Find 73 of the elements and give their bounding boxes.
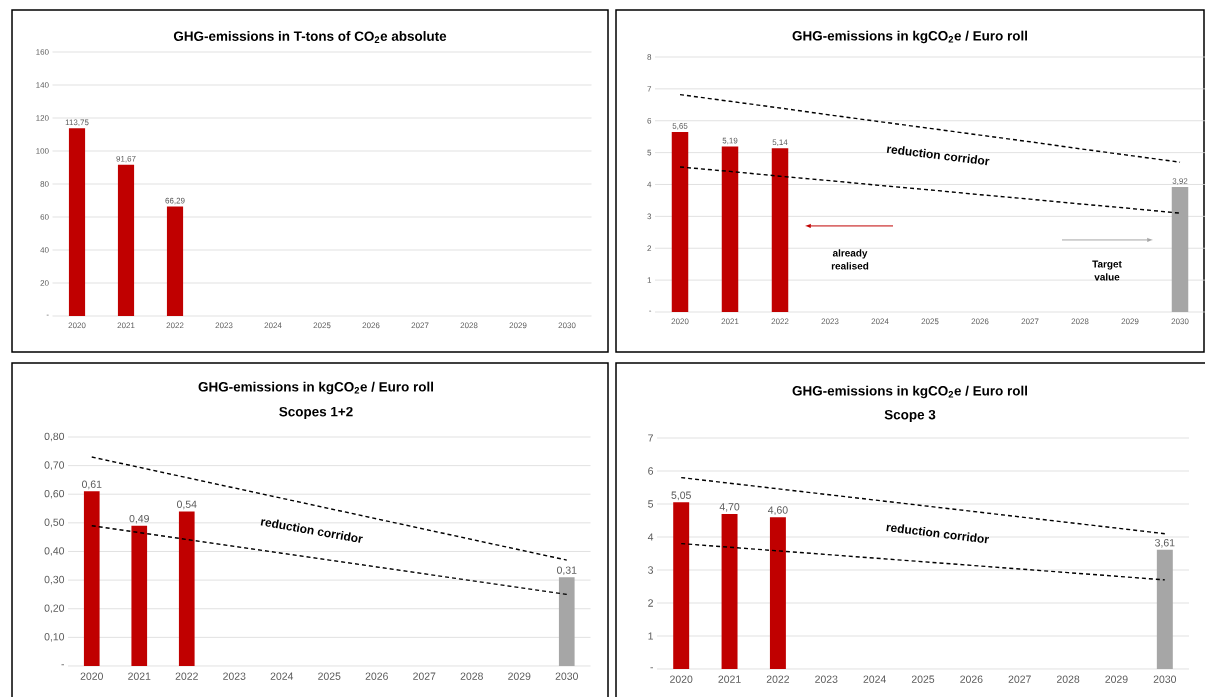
data-label: 3,61 [1155, 539, 1175, 548]
y-tick-label: 0,80 [44, 432, 65, 442]
annotation: reduction corridor [886, 146, 990, 166]
bar [1171, 187, 1189, 312]
y-tick-label: 5 [648, 500, 654, 508]
annotation: already realised [831, 249, 869, 270]
y-tick-label: 0,60 [44, 489, 65, 499]
x-tick-label: 2023 [223, 672, 246, 680]
x-tick-label: 2022 [766, 675, 790, 683]
x-tick-label: 2030 [555, 672, 578, 680]
chart-title: GHG-emissions in kgCO$_{2}$e / Euro roll [792, 30, 1027, 44]
bar [83, 491, 100, 666]
x-tick-label: 2024 [863, 675, 886, 683]
annotation: Target value [1092, 260, 1122, 281]
data-label: 0,49 [129, 514, 149, 524]
annotation: reduction corridor [886, 524, 989, 544]
x-tick-label: 2028 [1056, 675, 1080, 683]
x-tick-label: 2029 [1105, 675, 1128, 683]
x-tick-label: 2020 [80, 672, 103, 680]
y-tick-label: 0,70 [44, 461, 65, 470]
y-tick-label: - [650, 667, 654, 669]
chart-title: GHG-emissions in kgCO$_{2}$e / Euro roll [792, 385, 1027, 399]
bar [721, 146, 739, 312]
bar [166, 206, 184, 316]
y-tick-label: 7 [648, 434, 653, 442]
bar [131, 525, 148, 666]
x-tick-label: 2024 [270, 672, 294, 680]
data-label: 4,60 [767, 506, 788, 515]
y-tick-label: 0,20 [44, 604, 65, 614]
chart-subtitle: Scopes 1+2 [279, 406, 353, 420]
y-tick-label: 4 [647, 533, 654, 541]
y-tick-label: 0,10 [44, 633, 65, 642]
x-tick-label: 2030 [1153, 675, 1177, 683]
x-tick-label: 2021 [128, 672, 151, 680]
bar [771, 148, 789, 312]
x-tick-label: 2027 [1008, 675, 1031, 683]
x-tick-label: 2029 [508, 672, 531, 680]
x-tick-label: 2026 [960, 675, 983, 683]
bar [671, 131, 689, 312]
x-tick-label: 2025 [318, 672, 341, 680]
chart-title: GHG-emissions in kgCO$_{2}$e / Euro roll [198, 381, 433, 395]
bar [673, 502, 690, 669]
chart-subtitle: Scope 3 [884, 409, 936, 423]
y-tick-label: - [61, 664, 65, 666]
y-tick-label: 1 [648, 632, 653, 640]
bar [558, 577, 575, 666]
y-tick-label: 6 [648, 467, 654, 475]
annotation: reduction corridor [260, 519, 363, 543]
data-label: 0,31 [556, 566, 577, 576]
x-tick-label: 2025 [911, 675, 935, 683]
data-label: 4,70 [719, 503, 740, 512]
bar [721, 513, 738, 669]
x-tick-label: 2020 [670, 675, 693, 683]
data-label: 5,05 [671, 491, 691, 501]
x-tick-label: 2023 [815, 675, 838, 683]
data-label: 0,54 [176, 500, 197, 510]
chart-title: GHG-emissions in T-tons of CO$_{2}$e absolute [173, 31, 447, 43]
bar [769, 517, 786, 669]
x-tick-label: 2027 [413, 672, 436, 680]
bar [117, 164, 135, 316]
data-label: 0,61 [81, 480, 102, 490]
bar [1156, 549, 1173, 669]
bar [178, 511, 195, 666]
x-tick-label: 2026 [365, 672, 388, 680]
bar [68, 128, 86, 316]
y-tick-label: 0,40 [44, 547, 65, 556]
y-tick-label: 0,50 [44, 518, 65, 528]
x-tick-label: 2028 [460, 672, 483, 680]
x-tick-label: 2021 [718, 675, 741, 683]
y-tick-label: 3 [648, 566, 654, 574]
y-tick-label: 2 [648, 599, 653, 607]
y-tick-label: 0,30 [44, 575, 65, 585]
x-tick-label: 2022 [175, 672, 198, 680]
